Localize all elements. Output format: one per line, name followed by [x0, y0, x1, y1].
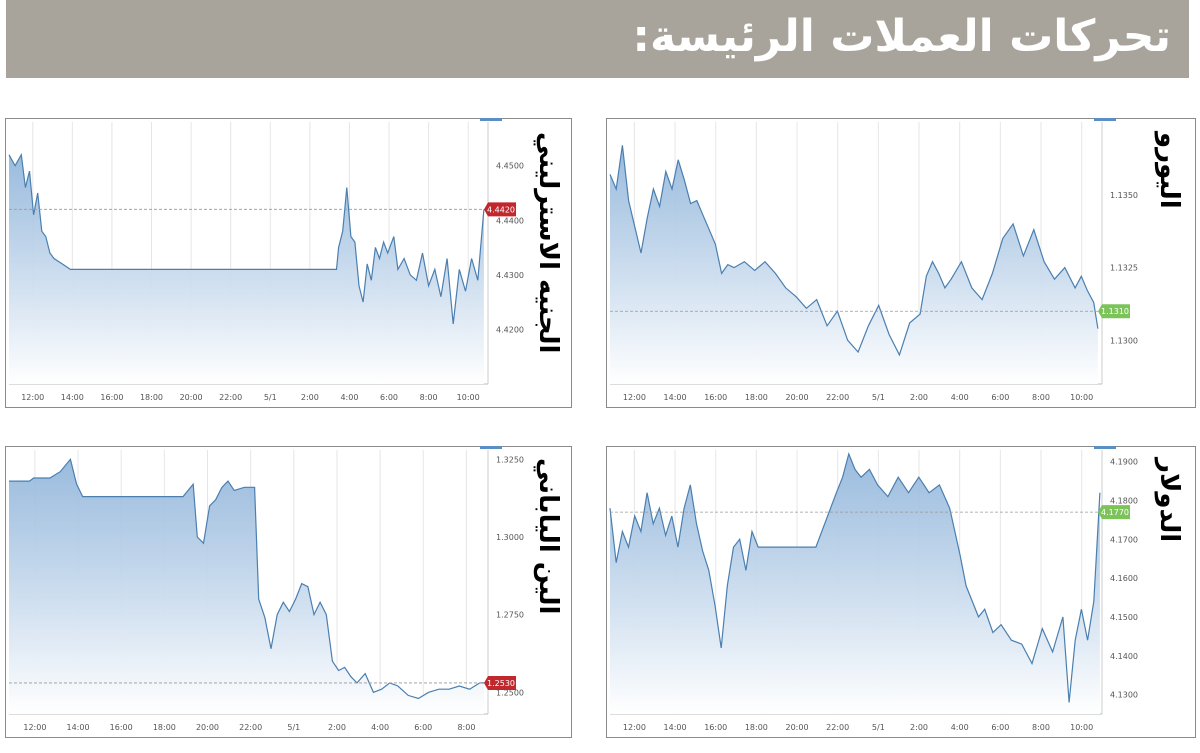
x-tick-label: 4:00 — [371, 723, 389, 732]
x-tick-label: 12:00 — [21, 393, 44, 402]
x-tick-label: 8:00 — [1032, 393, 1050, 402]
series-line — [609, 451, 1101, 703]
x-tick-label: 6:00 — [380, 393, 398, 402]
x-tick-label: 18:00 — [153, 723, 176, 732]
header-bar: تحركات العملات الرئيسة: — [6, 0, 1189, 78]
y-tick-label: 4.4500 — [496, 162, 524, 171]
x-tick-label: 2:00 — [910, 393, 928, 402]
x-tick-label: 22:00 — [219, 393, 242, 402]
x-tick-label: 22:00 — [826, 723, 849, 732]
x-tick-label: 20:00 — [180, 393, 203, 402]
x-tick-label: 6:00 — [414, 723, 432, 732]
y-tick-label: 4.4300 — [496, 271, 524, 280]
y-tick-label: 4.1900 — [1110, 458, 1138, 467]
panel-tab-marker — [1094, 118, 1116, 121]
x-tick-label: 20:00 — [786, 723, 809, 732]
panel-tab-marker — [480, 446, 502, 449]
x-tick-label: 8:00 — [1032, 723, 1050, 732]
x-tick-label: 22:00 — [826, 393, 849, 402]
series-area — [610, 453, 1100, 714]
x-tick-label: 16:00 — [110, 723, 133, 732]
y-tick-label: 4.1600 — [1110, 574, 1138, 583]
y-tick-label: 1.3250 — [496, 455, 524, 464]
y-tick-label: 1.1350 — [1110, 191, 1138, 200]
x-tick-label: 16:00 — [704, 723, 727, 732]
x-tick-label: 8:00 — [457, 723, 475, 732]
y-tick-label: 4.4200 — [496, 325, 524, 334]
x-tick-label: 4:00 — [340, 393, 358, 402]
current-value-label: 1.2530 — [487, 679, 515, 688]
y-tick-label: 4.1800 — [1110, 496, 1138, 505]
x-tick-label: 8:00 — [420, 393, 438, 402]
x-tick-label: 14:00 — [67, 723, 90, 732]
x-tick-label: 14:00 — [664, 723, 687, 732]
x-tick-label: 5/1 — [264, 393, 277, 402]
chart-jpy-svg: 12:00 14:00 16:00 18:00 20:00 22:00 5/1 2:00 4:0… — [5, 446, 572, 738]
x-tick-label: 16:00 — [100, 393, 123, 402]
x-tick-label: 14:00 — [61, 393, 84, 402]
x-tick-label: 2:00 — [328, 723, 346, 732]
chart-gbp-svg: 12:00 14:00 16:00 18:00 20:00 22:00 5/1 2:00 4:0… — [5, 118, 572, 408]
current-value-badge — [1098, 505, 1130, 520]
chart-panel-usd: 12:00 14:00 16:00 18:00 20:00 22:00 5/1 2:00 4:0… — [606, 446, 1196, 738]
panel-tab-marker — [480, 118, 502, 121]
x-tick-label: 4:00 — [951, 723, 969, 732]
x-tick-label: 6:00 — [991, 393, 1009, 402]
current-value-label: 4.4420 — [487, 205, 515, 214]
x-tick-label: 6:00 — [991, 723, 1009, 732]
y-tick-label: 4.1400 — [1110, 652, 1138, 661]
x-tick-label: 12:00 — [623, 723, 646, 732]
x-tick-label: 12:00 — [623, 393, 646, 402]
chart-panel-gbp: 12:00 14:00 16:00 18:00 20:00 22:00 5/1 2:00 4:0… — [5, 118, 572, 408]
y-tick-label: 1.2500 — [496, 688, 524, 697]
x-tick-label: 22:00 — [239, 723, 262, 732]
y-tick-label: 1.2750 — [496, 611, 524, 620]
page-title: تحركات العملات الرئيسة: — [632, 11, 1171, 62]
current-value-label: 4.1770 — [1101, 508, 1129, 517]
y-tick-label: 4.4400 — [496, 216, 524, 225]
x-tick-label: 5/1 — [872, 393, 885, 402]
y-tick-label: 4.1700 — [1110, 535, 1138, 544]
y-tick-label: 4.1500 — [1110, 613, 1138, 622]
chart-panel-jpy: 12:00 14:00 16:00 18:00 20:00 22:00 5/1 2:00 4:0… — [5, 446, 572, 738]
x-tick-label: 2:00 — [301, 393, 319, 402]
x-tick-label: 18:00 — [745, 723, 768, 732]
chart-title-gbp: الجنيه الاسترليني — [533, 132, 563, 354]
y-tick-label: 1.1300 — [1110, 336, 1138, 345]
x-tick-label: 10:00 — [1070, 393, 1093, 402]
x-tick-label: 18:00 — [745, 393, 768, 402]
x-tick-label: 5/1 — [287, 723, 300, 732]
chart-usd-svg: 12:00 14:00 16:00 18:00 20:00 22:00 5/1 2:00 4:0… — [606, 446, 1196, 738]
chart-title-eur: اليورو — [1154, 132, 1184, 209]
series-area — [610, 145, 1098, 384]
x-tick-label: 5/1 — [872, 723, 885, 732]
series-line — [8, 152, 485, 325]
chart-eur-svg: 12:00 14:00 16:00 18:00 20:00 22:00 5/1 2:00 4:0… — [606, 118, 1196, 408]
x-tick-label: 2:00 — [910, 723, 928, 732]
chart-title-jpy: الين الياباني — [533, 458, 563, 615]
current-value-badge — [484, 675, 516, 690]
series-line — [9, 457, 484, 700]
x-tick-label: 20:00 — [196, 723, 219, 732]
series-line — [609, 145, 1099, 357]
chart-panel-eur: 12:00 14:00 16:00 18:00 20:00 22:00 5/1 2:00 4:0… — [606, 118, 1196, 408]
current-value-badge — [1098, 304, 1130, 319]
panel-tab-marker — [1094, 446, 1116, 449]
series-area — [9, 459, 484, 714]
x-tick-label: 4:00 — [951, 393, 969, 402]
x-tick-label: 12:00 — [23, 723, 46, 732]
x-tick-label: 14:00 — [664, 393, 687, 402]
y-tick-label: 1.1325 — [1110, 264, 1138, 273]
x-tick-label: 18:00 — [140, 393, 163, 402]
x-tick-label: 16:00 — [704, 393, 727, 402]
chart-title-usd: الدولار — [1154, 458, 1184, 543]
current-value-badge — [484, 202, 516, 217]
x-tick-label: 10:00 — [1070, 723, 1093, 732]
y-tick-label: 1.3000 — [496, 533, 524, 542]
x-tick-label: 10:00 — [457, 393, 480, 402]
current-value-label: 1.1310 — [1101, 307, 1129, 316]
y-tick-label: 4.1300 — [1110, 691, 1138, 700]
x-tick-label: 20:00 — [786, 393, 809, 402]
